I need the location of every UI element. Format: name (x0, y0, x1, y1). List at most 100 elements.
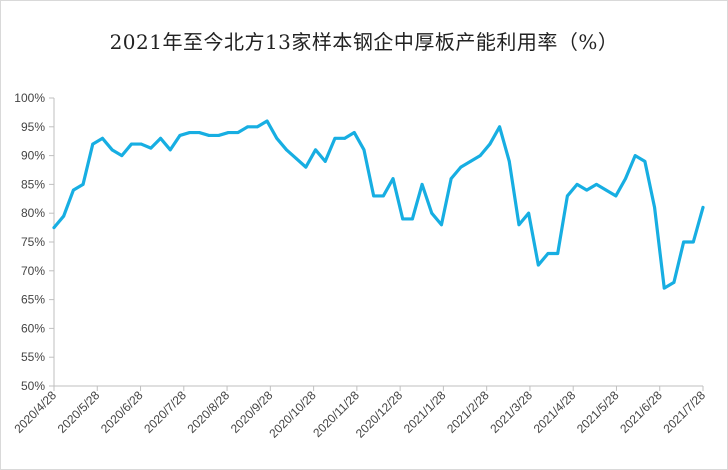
chart-title: 2021年至今北方13家样本钢企中厚板产能利用率（%） (109, 30, 619, 54)
data-point (120, 154, 124, 158)
data-point (275, 136, 279, 140)
y-tick-label: 65% (21, 293, 45, 307)
data-point (420, 183, 424, 186)
data-point (546, 252, 550, 255)
data-point (71, 188, 75, 192)
y-tick-label: 75% (21, 235, 45, 249)
x-tick-label: 2020/8/28 (185, 388, 233, 436)
data-point (672, 280, 676, 284)
data-point (372, 194, 376, 198)
data-point (459, 165, 463, 169)
y-tick-label: 90% (21, 149, 45, 163)
x-tick-label: 2021/4/28 (531, 388, 579, 436)
data-point (265, 119, 269, 123)
y-tick-label: 55% (21, 350, 45, 364)
data-point (226, 131, 230, 134)
data-point (343, 136, 346, 140)
data-point (294, 157, 298, 160)
data-point (81, 183, 85, 186)
data-point (507, 159, 511, 163)
y-tick-labels: 50% 55% 60% 65% 70% 75% 80% 85% 90% 95% 100% (14, 91, 54, 393)
data-point (653, 206, 656, 209)
data-point (565, 194, 569, 198)
data-point (517, 223, 521, 227)
x-tick-label: 2021/2/28 (444, 388, 492, 436)
data-point (314, 148, 317, 152)
data-point (643, 159, 647, 163)
data-point (159, 136, 162, 140)
data-point (246, 125, 250, 129)
x-tick-label: 2020/7/28 (141, 388, 189, 436)
data-point (614, 194, 618, 198)
x-tick-label: 2020/5/28 (55, 388, 103, 436)
data-point (585, 188, 589, 192)
data-point (178, 134, 182, 137)
data-point (256, 125, 259, 129)
data-point (110, 148, 114, 152)
data-point (430, 211, 434, 215)
y-tick-label: 80% (21, 206, 45, 220)
data-point (207, 134, 211, 137)
y-tick-label: 70% (21, 264, 45, 278)
series-group (52, 119, 705, 290)
data-point (682, 240, 686, 244)
data-point (352, 131, 356, 134)
data-point (381, 194, 385, 198)
y-tick-label: 85% (21, 177, 45, 191)
data-point (52, 226, 56, 230)
x-tick-label: 2020/10/28 (266, 388, 319, 441)
data-point (440, 223, 443, 227)
data-point (91, 142, 95, 146)
data-point (469, 159, 472, 163)
data-point (556, 252, 560, 255)
data-point (101, 136, 104, 140)
x-tick-label: 2021/6/28 (617, 388, 665, 436)
y-tick-label: 50% (21, 379, 45, 393)
data-point (401, 217, 405, 221)
data-point (168, 148, 172, 152)
data-point (139, 142, 143, 146)
data-point (333, 136, 337, 140)
data-point (304, 165, 308, 169)
data-point (478, 154, 482, 158)
data-point (633, 154, 637, 158)
data-point (691, 240, 695, 244)
data-point (362, 148, 366, 152)
data-point (595, 183, 598, 186)
axes (53, 98, 703, 387)
series-line (52, 119, 705, 290)
x-tick-label: 2021/1/28 (401, 388, 449, 436)
data-point (624, 177, 627, 181)
x-tick-label: 2021/3/28 (487, 388, 535, 436)
data-point (411, 217, 414, 221)
data-point (197, 131, 201, 134)
data-point (236, 131, 240, 134)
data-point (130, 142, 133, 146)
data-point (662, 286, 666, 290)
x-tick-label: 2020/12/28 (353, 388, 406, 441)
data-point (323, 159, 327, 163)
x-tick-label: 2020/4/28 (11, 388, 59, 436)
data-point (575, 183, 579, 186)
data-point (604, 188, 608, 192)
data-point (449, 177, 453, 181)
data-point (536, 263, 540, 267)
x-tick-label: 2021/7/28 (660, 388, 708, 436)
data-point (488, 142, 492, 146)
data-point (391, 177, 395, 181)
data-point (149, 146, 153, 150)
data-point (285, 148, 288, 152)
data-point (701, 206, 705, 209)
y-tick-label: 60% (21, 321, 45, 335)
data-point (527, 211, 531, 215)
x-tick-label: 2021/5/28 (574, 388, 622, 436)
data-point (217, 134, 221, 137)
data-point (62, 214, 66, 218)
y-tick-label: 95% (21, 120, 45, 134)
data-point (188, 131, 192, 134)
x-tick-label: 2020/6/28 (98, 388, 146, 436)
x-tick-labels: 2020/4/282020/5/282020/6/282020/7/282020… (11, 386, 708, 441)
data-point (498, 125, 501, 129)
